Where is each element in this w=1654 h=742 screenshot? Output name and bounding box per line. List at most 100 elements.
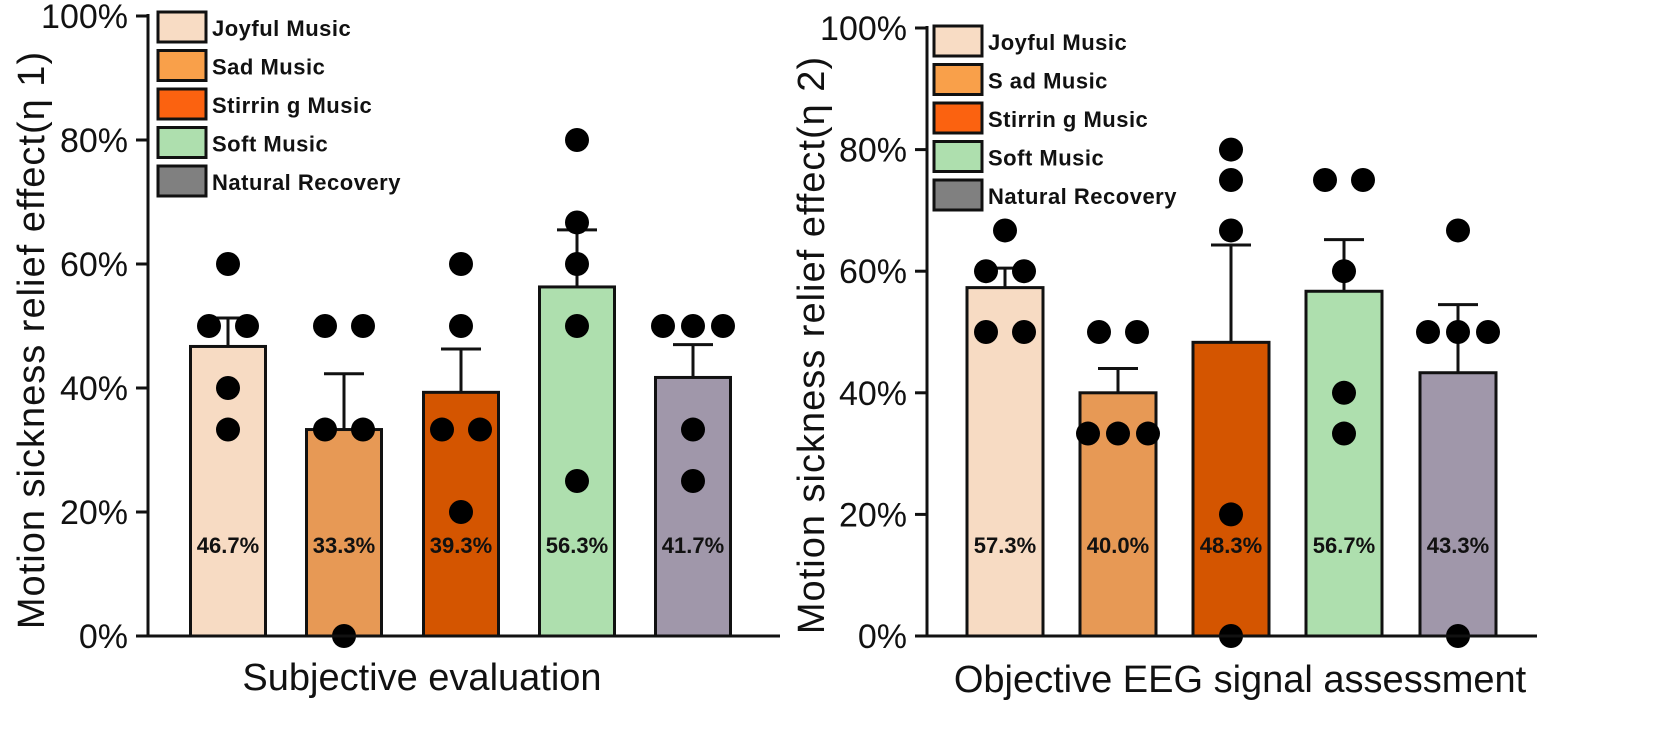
y-tick-label: 40% xyxy=(60,370,128,408)
bar-value-label: 46.7% xyxy=(197,533,259,558)
data-point xyxy=(993,218,1017,243)
data-point xyxy=(681,469,705,493)
legend-swatch xyxy=(932,63,984,96)
data-point xyxy=(1106,421,1130,446)
data-point xyxy=(565,314,589,338)
y-tick-label: 40% xyxy=(839,375,907,413)
y-tick-label: 100% xyxy=(41,0,128,36)
data-point xyxy=(313,314,337,338)
data-point xyxy=(216,417,240,442)
legend-item-label: Natural Recovery xyxy=(212,170,401,195)
data-point xyxy=(1012,320,1036,344)
legend-swatch xyxy=(932,140,984,173)
y-tick-label: 60% xyxy=(839,253,907,291)
data-point xyxy=(1313,168,1337,192)
data-point xyxy=(468,417,492,442)
bar-value-label: 43.3% xyxy=(1427,533,1489,558)
data-point xyxy=(1136,421,1160,446)
bar-3 xyxy=(1191,340,1271,638)
legend-swatch xyxy=(156,126,208,159)
bar-value-label: 56.7% xyxy=(1313,533,1375,558)
y-axis-label: Motion sickness relief effect(η 2) xyxy=(791,56,833,634)
bar-value-label: 56.3% xyxy=(546,533,608,558)
panel-objective-eeg: 57.3% 40.0% 48.3% 56.7% 43.3% 0% 20% 40% 60% 80% 1… xyxy=(791,10,1537,701)
y-tick-label: 20% xyxy=(60,494,128,532)
data-point xyxy=(1219,502,1243,527)
data-point xyxy=(681,314,705,338)
data-point xyxy=(1332,421,1356,446)
x-axis-label: Objective EEG signal assessment xyxy=(954,659,1527,701)
data-point xyxy=(1012,259,1036,284)
y-tick-label: 0% xyxy=(858,618,907,656)
legend-swatch xyxy=(156,49,208,82)
data-point xyxy=(430,417,454,442)
data-point xyxy=(1446,218,1470,243)
data-point xyxy=(351,417,375,442)
data-point xyxy=(1416,320,1440,344)
data-point xyxy=(1219,137,1243,162)
data-point xyxy=(449,500,473,524)
data-point xyxy=(351,314,375,338)
data-point xyxy=(449,314,473,338)
y-tick-label: 60% xyxy=(60,246,128,284)
legend-swatch xyxy=(932,101,984,135)
data-point xyxy=(1219,218,1243,243)
bar-4 xyxy=(1304,289,1384,638)
legend-item-label: Sad Music xyxy=(212,55,325,80)
bar-value-label: 57.3% xyxy=(974,533,1036,558)
data-point xyxy=(1476,320,1500,344)
data-point xyxy=(1332,259,1356,284)
data-point xyxy=(216,252,240,276)
data-point xyxy=(565,128,589,152)
data-point xyxy=(565,210,589,235)
legend-item-label: Joyful Music xyxy=(212,16,351,41)
data-point xyxy=(1125,320,1149,344)
data-point xyxy=(651,314,675,338)
y-tick-label: 0% xyxy=(79,618,128,656)
y-tick-label: 100% xyxy=(820,10,907,48)
legend-item-label: S ad Music xyxy=(988,69,1108,94)
data-point xyxy=(1087,320,1111,344)
legend-item-label: Stirrin g Music xyxy=(988,107,1148,132)
y-tick-label: 80% xyxy=(839,132,907,170)
data-point xyxy=(1351,168,1375,192)
legend-item-label: Soft Music xyxy=(988,146,1104,171)
bar-value-label: 48.3% xyxy=(1200,533,1262,558)
y-tick-label: 20% xyxy=(839,496,907,534)
legend-item-label: Joyful Music xyxy=(988,30,1127,55)
legend-swatch xyxy=(932,178,984,212)
legend-swatch xyxy=(156,10,208,44)
bar-5 xyxy=(654,375,732,638)
bar-value-label: 41.7% xyxy=(662,533,724,558)
bar-4 xyxy=(538,285,616,638)
bar-value-label: 33.3% xyxy=(313,533,375,558)
data-point xyxy=(974,259,998,284)
data-point xyxy=(1446,320,1470,344)
bar-2 xyxy=(305,428,383,638)
data-point xyxy=(197,314,221,338)
data-point xyxy=(235,314,259,338)
data-point xyxy=(216,376,240,400)
bar-value-label: 39.3% xyxy=(430,533,492,558)
bar-5 xyxy=(1418,371,1498,638)
panel-subjective: 46.7% 33.3% 39.3% 56.3% 41.7% 0% 20% 40% 60% 80% 1… xyxy=(11,0,780,699)
data-point xyxy=(565,469,589,493)
legend-item-label: Natural Recovery xyxy=(988,184,1177,209)
bar-value-label: 40.0% xyxy=(1087,533,1149,558)
data-point xyxy=(1219,168,1243,192)
data-point xyxy=(1332,380,1356,405)
legend-item-label: Soft Music xyxy=(212,132,328,157)
data-point xyxy=(681,417,705,442)
data-point xyxy=(1076,421,1100,446)
legend-swatch xyxy=(156,87,208,121)
legend-swatch xyxy=(932,24,984,58)
y-axis-label: Motion sickness relief effect(η 1) xyxy=(11,51,53,629)
data-point xyxy=(974,320,998,344)
data-point xyxy=(711,314,735,338)
data-point xyxy=(313,417,337,442)
legend-swatch xyxy=(156,164,208,198)
data-point xyxy=(565,252,589,276)
legend-item-label: Stirrin g Music xyxy=(212,93,372,118)
x-axis-label: Subjective evaluation xyxy=(242,657,601,699)
